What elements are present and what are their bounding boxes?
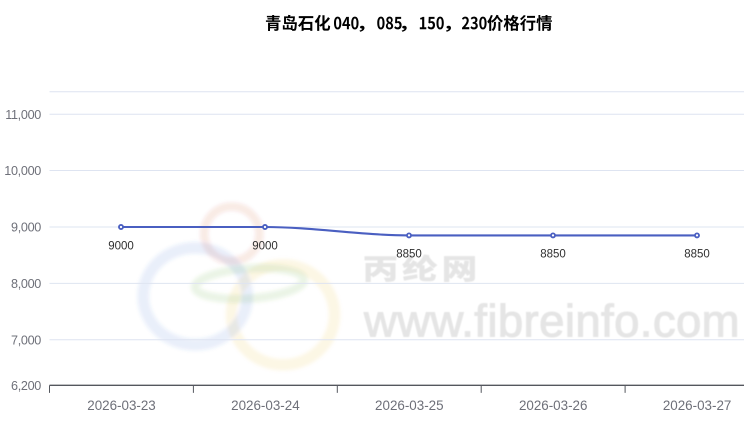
svg-text:9,000: 9,000 [11,221,41,235]
svg-text:8850: 8850 [540,249,566,261]
svg-text:2026-03-26: 2026-03-26 [519,398,588,413]
svg-text:2026-03-23: 2026-03-23 [87,398,156,413]
svg-text:7,000: 7,000 [11,333,41,347]
svg-text:2026-03-25: 2026-03-25 [375,398,444,413]
svg-text:9000: 9000 [252,240,278,252]
svg-text:2026-03-24: 2026-03-24 [231,398,300,413]
svg-text:6,200: 6,200 [11,379,41,393]
svg-text:2026-03-27: 2026-03-27 [663,398,732,413]
svg-text:www.fibreinfo.com: www.fibreinfo.com [363,295,740,346]
svg-text:8,000: 8,000 [11,277,41,291]
svg-text:8850: 8850 [396,249,422,261]
svg-text:9000: 9000 [108,240,134,252]
svg-text:8850: 8850 [684,249,710,261]
svg-text:10,000: 10,000 [4,164,41,178]
svg-text:11,000: 11,000 [5,108,41,122]
